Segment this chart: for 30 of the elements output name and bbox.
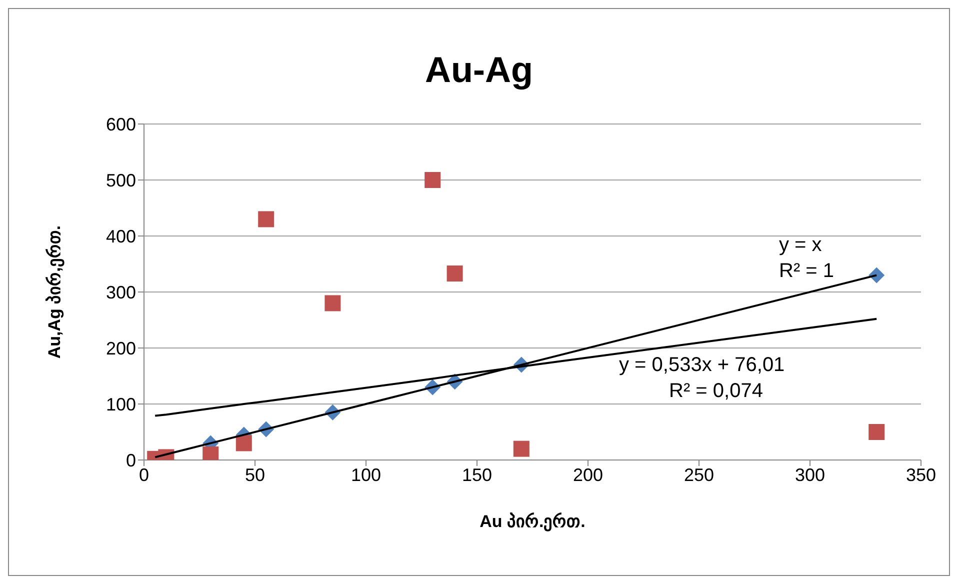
annotation: R² = 0,074 xyxy=(669,380,763,403)
y-tick-label: 200 xyxy=(106,338,136,358)
point xyxy=(868,267,885,284)
x-tick-label: 300 xyxy=(794,464,826,485)
x-tick-label: 200 xyxy=(572,464,604,485)
point xyxy=(513,440,530,457)
chart-title: Au-Ag xyxy=(424,49,534,91)
x-tick-label: 150 xyxy=(462,464,492,485)
y-tick-label: 500 xyxy=(106,170,136,190)
point xyxy=(236,435,252,452)
x-tick-label: 0 xyxy=(138,464,150,485)
x-tick-label: 50 xyxy=(244,464,266,485)
y-tick-label: 100 xyxy=(106,394,136,414)
point xyxy=(446,266,463,282)
x-tick-label: 100 xyxy=(350,464,382,485)
point xyxy=(868,424,885,440)
annotation: R² = 1 xyxy=(779,260,834,283)
y-tick-label: 300 xyxy=(106,282,136,302)
annotation: y = x xyxy=(779,234,822,257)
x-axis-title: Au პირ.ერთ. xyxy=(480,512,586,532)
point xyxy=(324,295,341,312)
y-axis-title: Au,Ag პირ,ერთ. xyxy=(45,225,66,359)
y-tick-label: 400 xyxy=(106,226,136,246)
y-tick-label: 0 xyxy=(126,450,136,470)
point xyxy=(258,211,274,228)
point xyxy=(424,172,441,188)
annotation: y = 0,533x + 76,01 xyxy=(619,354,785,377)
y-tick-label: 600 xyxy=(106,114,136,134)
x-tick-label: 350 xyxy=(906,464,936,485)
x-tick-label: 250 xyxy=(684,464,714,485)
